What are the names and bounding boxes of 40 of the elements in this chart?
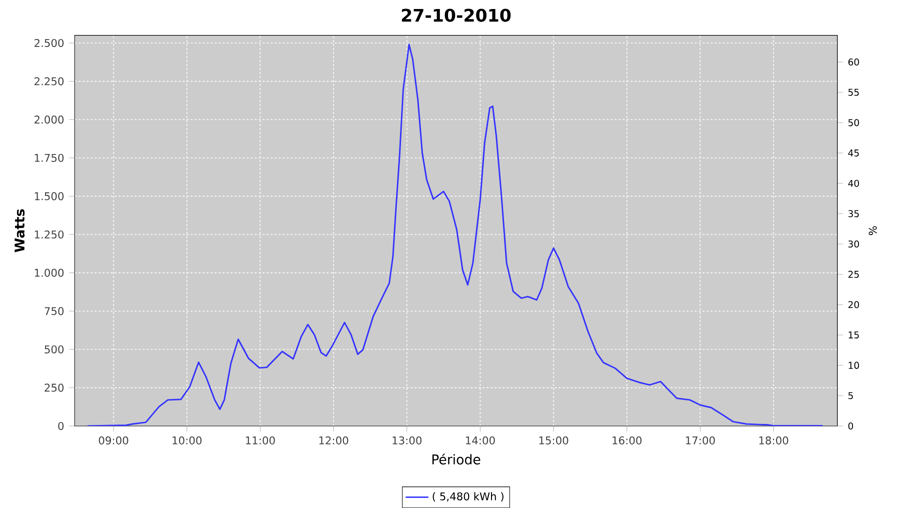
x-tick-label: 14:00: [466, 436, 495, 445]
y2-tick-label: 25: [848, 270, 859, 278]
y2-tick-label: 55: [848, 88, 859, 96]
legend-label: ( 5,480 kWh ): [432, 492, 504, 502]
y2-tick-label: 30: [848, 240, 859, 248]
y2-tick-label: 40: [848, 180, 859, 187]
x-tick-label: 13:00: [392, 436, 422, 445]
y-tick-label: 1.500: [34, 192, 64, 200]
y2-tick-label: 20: [848, 301, 859, 308]
y-tick-label: 2.250: [34, 77, 64, 86]
y-tick-label: 750: [44, 307, 64, 316]
x-tick-label: 09:00: [98, 436, 128, 445]
y2-tick-label: 5: [848, 392, 853, 400]
y2-tick-label: 0: [848, 422, 854, 430]
chart-title: 27-10-2010: [402, 8, 511, 22]
x-tick-label: 18:00: [759, 436, 788, 445]
x-tick-label: 11:00: [246, 436, 275, 445]
y-tick-label: 0: [58, 422, 64, 430]
y2-tick-label: 60: [848, 58, 859, 66]
y-tick-label: 1.250: [34, 230, 64, 239]
y-tick-label: 2.500: [34, 39, 64, 48]
line-series: [86, 44, 824, 426]
y-axis-title: Watts: [14, 209, 25, 252]
y2-tick-label: 35: [848, 210, 859, 218]
y2-tick-label: 50: [848, 119, 859, 126]
x-tick-label: 15:00: [539, 436, 568, 445]
y-tick-label: 1.750: [34, 154, 64, 162]
x-tick-label: 10:00: [172, 436, 202, 445]
y2-tick-label: 10: [848, 362, 859, 369]
y2-axis-title: %: [868, 226, 877, 236]
y-tick-label: 500: [44, 345, 64, 354]
x-tick-label: 16:00: [612, 436, 642, 445]
x-tick-label: 17:00: [686, 436, 715, 445]
y-tick-label: 2.000: [34, 116, 64, 124]
y2-tick-label: 15: [848, 332, 859, 339]
x-axis-title: Période: [432, 454, 480, 465]
y-tick-label: 1.000: [34, 268, 64, 277]
x-tick-label: 12:00: [319, 436, 348, 445]
y2-tick-label: 45: [848, 150, 859, 157]
y-tick-label: 250: [44, 384, 64, 392]
